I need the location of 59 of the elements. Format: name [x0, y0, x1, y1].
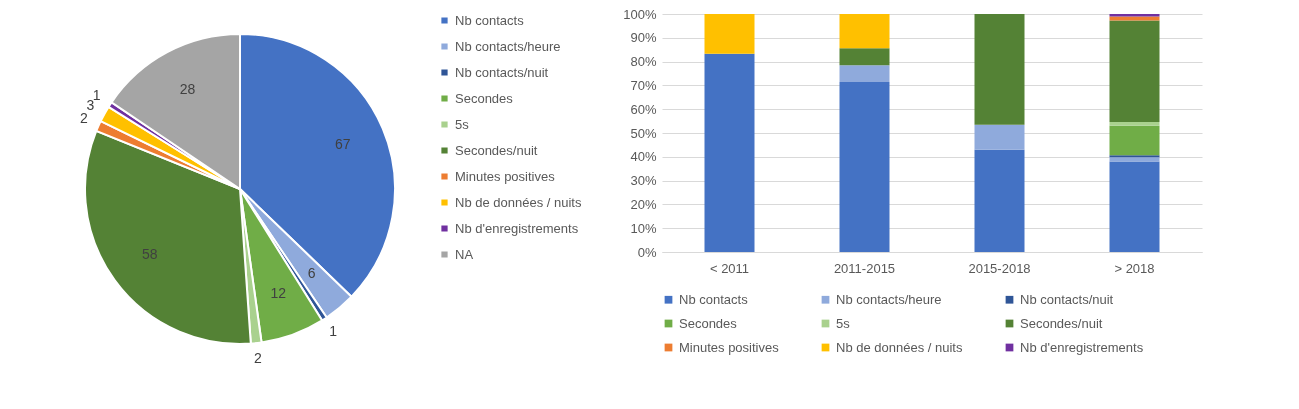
- x-tick-label: > 2018: [1114, 260, 1155, 276]
- y-tick-label: 50%: [630, 125, 657, 141]
- y-tick-label: 70%: [630, 77, 657, 93]
- legend-label: Nb de données / nuits: [836, 339, 963, 355]
- data-label: 58: [141, 245, 158, 262]
- legend-label: Secondes: [455, 90, 514, 106]
- legend-label: Minutes positives: [455, 168, 556, 184]
- legend-label: Secondes/nuit: [1020, 315, 1103, 331]
- y-tick-label: 100%: [623, 6, 657, 22]
- legend-label: Nb contacts/heure: [836, 291, 942, 307]
- legend-label: 5s: [836, 315, 851, 331]
- x-tick-label: 2015-2018: [968, 260, 1031, 276]
- data-label: 12: [270, 284, 287, 301]
- y-tick-label: 90%: [630, 30, 657, 46]
- bar: [1109, 161, 1160, 252]
- legend-label: Nb d'enregistrements: [455, 220, 579, 236]
- bar: [1109, 125, 1160, 156]
- y-tick-label: 10%: [630, 220, 657, 236]
- data-label: 1: [329, 323, 338, 340]
- legend-label: Minutes positives: [679, 339, 780, 355]
- data-label: 67: [334, 136, 351, 153]
- y-tick-label: 0%: [637, 244, 657, 260]
- bar: [704, 14, 755, 54]
- y-tick-label: 30%: [630, 173, 657, 189]
- data-label: 28: [179, 81, 196, 98]
- bar: [1109, 20, 1160, 123]
- legend-label: 5s: [455, 116, 470, 132]
- y-tick-label: 20%: [630, 196, 657, 212]
- bar: [839, 65, 890, 83]
- legend-label: Nb contacts: [455, 12, 525, 28]
- bar: [1109, 155, 1160, 158]
- bar: [1109, 157, 1160, 162]
- bar: [704, 53, 755, 252]
- bar: [839, 14, 890, 49]
- x-tick-label: < 2011: [709, 260, 750, 276]
- legend-label: Secondes: [679, 315, 738, 331]
- y-tick-label: 60%: [630, 101, 657, 117]
- data-label: 2: [253, 350, 262, 367]
- bar: [974, 124, 1025, 150]
- y-tick-label: 40%: [630, 149, 657, 165]
- bar: [1109, 122, 1160, 126]
- legend-label: Nb contacts/heure: [455, 38, 561, 54]
- legend-label: Nb d'enregistrements: [1020, 339, 1144, 355]
- data-label: 2: [79, 110, 88, 127]
- x-tick-label: 2011-2015: [833, 260, 896, 276]
- legend-label: NA: [455, 246, 474, 262]
- bar: [839, 48, 890, 66]
- bar: [1109, 14, 1160, 17]
- data-label: 3: [86, 97, 95, 114]
- legend-label: Nb contacts: [679, 291, 749, 307]
- legend-label: Nb contacts/nuit: [455, 64, 549, 80]
- legend-label: Secondes/nuit: [455, 142, 538, 158]
- bar: [974, 149, 1025, 252]
- y-tick-label: 80%: [630, 54, 657, 70]
- data-label: 6: [307, 265, 316, 282]
- bar: [839, 82, 890, 252]
- legend-label: Nb contacts/nuit: [1020, 291, 1114, 307]
- bar: [974, 14, 1025, 125]
- legend-label: Nb de données / nuits: [455, 194, 582, 210]
